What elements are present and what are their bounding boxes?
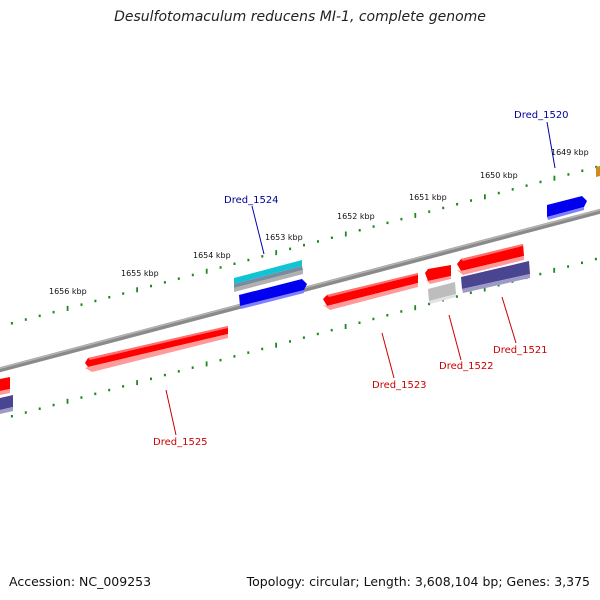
gene-purple-block[interactable] bbox=[461, 261, 530, 293]
gene-blue-reverse-1[interactable] bbox=[239, 279, 307, 309]
gene-label-group-1525: Dred_1525 bbox=[153, 389, 208, 448]
gene-label-group-1522: Dred_1522 bbox=[439, 314, 494, 372]
gene-label-dred-1521: Dred_1521 bbox=[493, 345, 548, 356]
scale-label-1656: 1656 kbp bbox=[49, 287, 87, 296]
genome-summary-text: Topology: circular; Length: 3,608,104 bp… bbox=[246, 574, 590, 589]
scale-label-1654: 1654 kbp bbox=[193, 251, 231, 260]
scale-label-1649: 1649 kbp bbox=[551, 148, 589, 157]
gene-partial-left-red[interactable] bbox=[0, 377, 10, 395]
scale-label-1652: 1652 kbp bbox=[337, 212, 375, 221]
gene-partial-left-purple[interactable] bbox=[0, 395, 13, 414]
gene-dred-1523[interactable] bbox=[323, 273, 418, 310]
scale-ticks-outer bbox=[10, 165, 598, 325]
map-title: Desulfotomaculum reducens MI-1, complete… bbox=[114, 9, 486, 25]
scale-label-1650: 1650 kbp bbox=[480, 171, 518, 180]
gene-dred-1521[interactable] bbox=[457, 244, 524, 275]
gene-label-dred-1525: Dred_1525 bbox=[153, 437, 208, 448]
gene-label-group-1521: Dred_1521 bbox=[493, 296, 548, 356]
gene-label-dred-1523: Dred_1523 bbox=[372, 380, 427, 391]
gene-dred-1524[interactable] bbox=[234, 260, 303, 292]
gene-dred-1522[interactable] bbox=[425, 265, 451, 284]
gene-label-dred-1522: Dred_1522 bbox=[439, 361, 494, 372]
gene-label-dred-1524: Dred_1524 bbox=[224, 195, 279, 206]
gene-label-dred-1520: Dred_1520 bbox=[514, 110, 569, 121]
gene-label-group-1524: Dred_1524 bbox=[224, 195, 279, 255]
scale-label-1655: 1655 kbp bbox=[121, 269, 159, 278]
gene-label-group-1523: Dred_1523 bbox=[372, 332, 427, 391]
scale-labels: 1656 kbp 1655 kbp 1654 kbp 1653 kbp 1652… bbox=[49, 148, 589, 296]
scale-label-1653: 1653 kbp bbox=[265, 233, 303, 242]
gene-partial-right[interactable] bbox=[596, 166, 600, 177]
scale-label-1651: 1651 kbp bbox=[409, 193, 447, 202]
gene-dred-1525[interactable] bbox=[85, 326, 228, 372]
gene-dred-1520[interactable] bbox=[547, 196, 587, 220]
gene-gray-pseudo[interactable] bbox=[428, 282, 456, 304]
gene-label-group-1520: Dred_1520 bbox=[514, 110, 569, 169]
accession-text: Accession: NC_009253 bbox=[9, 574, 152, 589]
